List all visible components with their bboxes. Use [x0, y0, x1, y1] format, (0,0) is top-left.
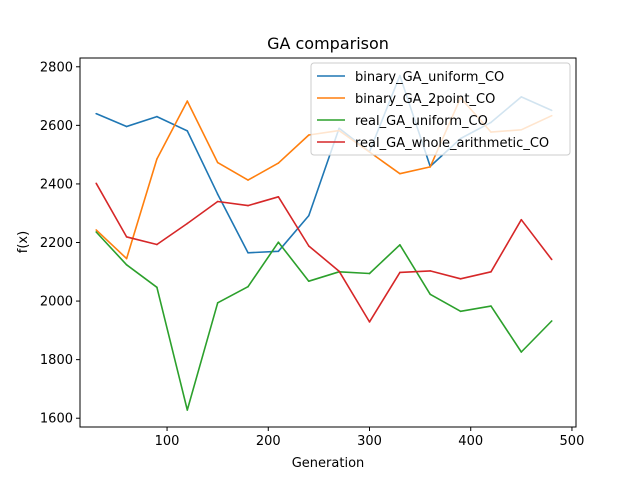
data-point-real_GA_uniform_CO	[520, 351, 523, 353]
y-tick-label: 2200	[40, 236, 73, 251]
x-axis-label: Generation	[292, 456, 365, 471]
x-tick-label: 200	[256, 434, 281, 449]
x-tick-label: 500	[560, 434, 585, 449]
data-point-binary_GA_uniform_CO	[277, 250, 280, 253]
data-point-binary_GA_uniform_CO	[156, 115, 158, 118]
data-point-real_GA_uniform_CO	[307, 280, 310, 282]
data-point-real_GA_whole_arithmetic_CO	[156, 243, 158, 246]
data-point-real_GA_whole_arithmetic_CO	[186, 222, 189, 225]
data-point-real_GA_whole_arithmetic_CO	[368, 321, 371, 323]
chart-title: GA comparison	[267, 34, 389, 53]
data-point-real_GA_uniform_CO	[490, 305, 492, 307]
data-point-real_GA_uniform_CO	[550, 320, 553, 322]
legend-label: real_GA_uniform_CO	[355, 114, 488, 129]
x-tick-label: 100	[155, 434, 180, 449]
data-point-binary_GA_uniform_CO	[216, 193, 219, 195]
x-tick-label: 400	[458, 434, 483, 449]
data-point-real_GA_uniform_CO	[277, 241, 280, 244]
data-point-binary_GA_uniform_CO	[247, 251, 249, 254]
data-point-binary_GA_uniform_CO	[186, 130, 189, 132]
data-point-real_GA_whole_arithmetic_CO	[95, 182, 97, 185]
data-point-real_GA_whole_arithmetic_CO	[338, 270, 340, 273]
data-point-real_GA_uniform_CO	[429, 293, 432, 296]
y-axis: 1600 1800 2000 2200 2400 2600 2800	[40, 60, 80, 427]
data-point-real_GA_uniform_CO	[186, 409, 189, 411]
x-axis: 100 200 300 400 500	[155, 427, 585, 449]
data-point-binary_GA_2point_CO	[429, 166, 432, 168]
y-tick-label: 1600	[40, 412, 73, 427]
y-tick-label: 2600	[40, 119, 73, 134]
y-tick-label: 1800	[40, 353, 73, 368]
y-tick-label: 2400	[40, 177, 73, 192]
legend-label: binary_GA_2point_CO	[355, 92, 495, 107]
y-tick-label: 2800	[40, 60, 73, 75]
data-point-binary_GA_2point_CO	[277, 162, 280, 164]
data-point-binary_GA_2point_CO	[125, 257, 128, 260]
legend-label: real_GA_whole_arithmetic_CO	[355, 136, 549, 151]
data-point-real_GA_uniform_CO	[156, 286, 158, 289]
data-point-real_GA_uniform_CO	[95, 231, 97, 233]
data-point-binary_GA_uniform_CO	[307, 214, 310, 217]
data-point-binary_GA_2point_CO	[247, 179, 249, 181]
data-point-binary_GA_2point_CO	[307, 134, 310, 136]
data-point-binary_GA_2point_CO	[216, 161, 219, 164]
data-point-binary_GA_2point_CO	[156, 158, 158, 160]
data-point-real_GA_whole_arithmetic_CO	[307, 245, 310, 247]
legend-box	[310, 62, 571, 156]
x-tick-label: 300	[357, 434, 382, 449]
data-point-real_GA_whole_arithmetic_CO	[125, 236, 128, 238]
data-point-binary_GA_uniform_CO	[125, 125, 128, 128]
series-line-real_GA_uniform_CO	[95, 231, 553, 411]
legend-label: binary_GA_uniform_CO	[355, 70, 504, 85]
data-point-real_GA_whole_arithmetic_CO	[520, 218, 523, 221]
data-point-real_GA_whole_arithmetic_CO	[490, 270, 492, 273]
series-line-real_GA_whole_arithmetic_CO	[95, 182, 553, 323]
data-point-real_GA_uniform_CO	[368, 272, 371, 275]
data-point-real_GA_whole_arithmetic_CO	[247, 204, 249, 207]
data-point-real_GA_whole_arithmetic_CO	[399, 271, 401, 274]
data-point-real_GA_whole_arithmetic_CO	[459, 278, 462, 280]
data-point-binary_GA_2point_CO	[186, 100, 189, 102]
y-axis-label: f(x)	[16, 231, 31, 253]
legend: binary_GA_uniform_CO binary_GA_2point_COr…	[310, 62, 571, 156]
data-point-real_GA_whole_arithmetic_CO	[550, 258, 553, 261]
y-tick-label: 2000	[40, 295, 73, 310]
data-point-real_GA_whole_arithmetic_CO	[429, 270, 432, 272]
data-point-real_GA_uniform_CO	[247, 285, 249, 288]
data-point-real_GA_uniform_CO	[216, 302, 219, 304]
data-point-real_GA_whole_arithmetic_CO	[277, 196, 280, 198]
data-point-real_GA_uniform_CO	[125, 263, 128, 266]
data-point-real_GA_uniform_CO	[459, 310, 462, 313]
data-point-binary_GA_2point_CO	[95, 229, 97, 231]
data-point-real_GA_whole_arithmetic_CO	[216, 200, 219, 203]
data-point-binary_GA_2point_CO	[399, 172, 401, 175]
data-point-binary_GA_uniform_CO	[95, 112, 97, 115]
data-point-real_GA_uniform_CO	[399, 244, 401, 246]
